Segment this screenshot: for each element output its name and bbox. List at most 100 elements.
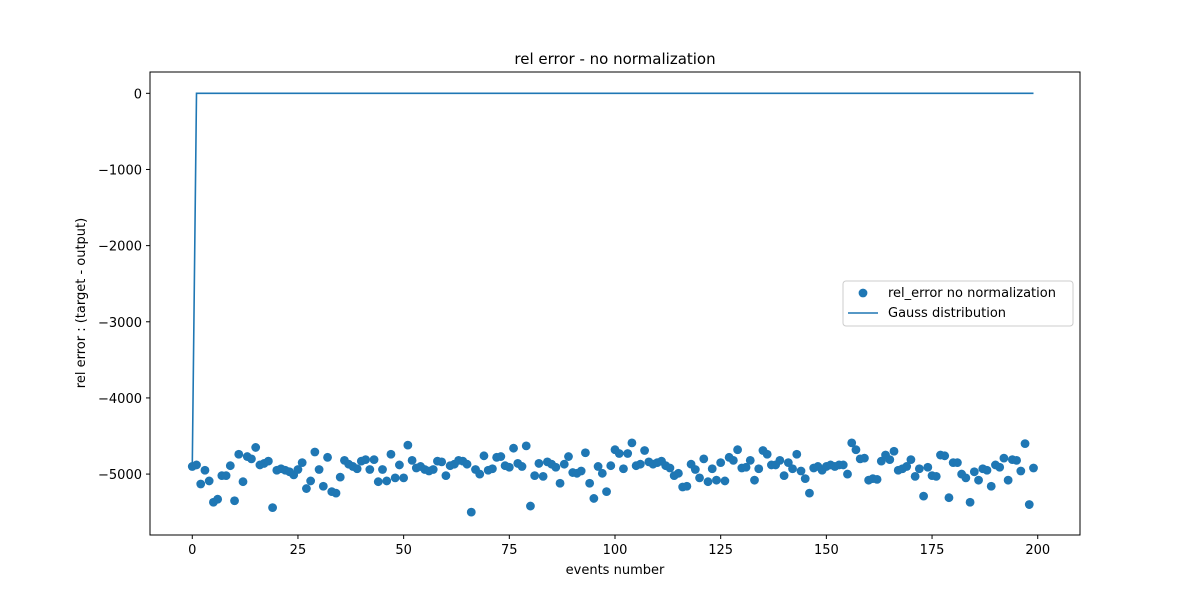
rel-error-point [728,455,738,465]
rel-error-point [382,476,392,486]
rel-error-point [851,445,861,455]
rel-error-point [521,441,531,451]
rel-error-point [665,463,675,473]
rel-error-point [872,475,882,484]
chart-title: rel error - no normalization [514,50,715,68]
legend: rel_error no normalization Gauss distribu… [842,280,1074,327]
x-tick-label: 200 [1025,543,1050,558]
rel-error-point [251,443,261,452]
rel-error-point [792,449,802,459]
rel-error-point [974,475,983,485]
rel-error-point [965,497,975,507]
rel-error-point [200,465,210,475]
x-tick-label: 175 [920,543,945,558]
rel-error-point [606,461,616,471]
rel-error-point [576,466,586,476]
rel-error-point [268,503,277,512]
rel-error-point [293,465,303,474]
y-tick-label: −4000 [98,392,142,407]
rel-error-point [860,453,869,463]
rel-error-point [386,449,396,459]
rel-error-point [225,461,235,471]
rel-error-point [695,473,704,483]
rel-error-point [741,462,751,472]
rel-error-point [365,465,375,474]
rel-error-point [192,460,201,470]
rel-error-point [462,459,472,469]
rel-error-point [555,478,565,488]
rel-error-point [352,464,362,474]
y-tick-label: −1000 [98,163,142,178]
x-axis-label: events number [566,563,665,578]
rel-error-point [496,452,506,461]
rel-error-point [335,472,345,482]
rel-error-point [378,465,387,474]
rel-error-point [640,446,649,455]
rel-error-point [310,447,320,457]
rel-error-point [999,453,1009,463]
rel-error-point [953,458,962,468]
rel-error-point [479,451,489,461]
rel-error-point [213,494,223,504]
rel-error-point [475,469,485,479]
y-tick-label: 0 [134,87,142,102]
rel-error-point [800,474,810,484]
legend-box [842,280,1074,327]
rel-error-point [234,449,244,459]
rel-error-point [690,465,700,474]
rel-error-point [961,473,971,483]
rel-error-point [720,476,730,486]
rel-error-point [196,479,206,489]
rel-error-point [614,449,624,458]
rel-error-point [488,464,497,474]
rel-error-point [762,449,772,459]
rel-error-point [754,464,764,474]
gauss-distribution-line [191,92,1034,467]
rel-error-point [230,496,239,506]
rel-error-point [297,458,307,468]
plot-area [187,92,1038,517]
rel-error-point [314,465,324,474]
rel-error-point [707,464,717,474]
rel-error-point [504,462,514,472]
rel-error-point [509,443,518,453]
rel-error-point [910,471,920,481]
x-tick-label: 0 [188,543,196,558]
rel-error-point [403,440,413,450]
rel-error-point [221,471,231,480]
rel-error-point [593,462,603,471]
rel-error-point [204,476,214,486]
rel-error-point [733,445,742,455]
rel-error-point [885,455,895,465]
rel-error-point [530,471,540,480]
y-tick-label: −3000 [98,316,142,331]
rel-error-point [302,484,311,493]
rel-error-point [982,465,992,475]
rel-error-point [247,454,256,464]
rel-error-point [623,449,633,458]
legend-scatter-marker [858,288,868,298]
rel-error-point [466,507,476,517]
rel-error-point [585,478,595,488]
rel-error-point [779,471,789,480]
y-tick-label: −2000 [98,240,142,255]
rel-error-point [526,501,535,511]
rel-error-point [437,457,447,467]
rel-error-point [238,477,248,487]
rel-error-point [589,494,599,503]
rel-error-point [331,488,341,498]
x-tick-label: 100 [603,543,628,558]
x-tick-label: 50 [395,543,412,558]
rel-error-point [619,464,628,474]
rel-error-point [944,493,954,503]
y-axis-label: rel error : (target - output) [74,218,89,388]
x-tick-label: 125 [708,543,733,558]
rel-error-point [796,466,806,476]
rel-error-point [805,488,814,498]
rel-error-point [931,471,941,481]
x-tick-label: 75 [501,543,518,558]
rel-error-point [538,471,548,481]
rel-error-point [986,481,996,491]
rel-error-point [399,473,409,483]
